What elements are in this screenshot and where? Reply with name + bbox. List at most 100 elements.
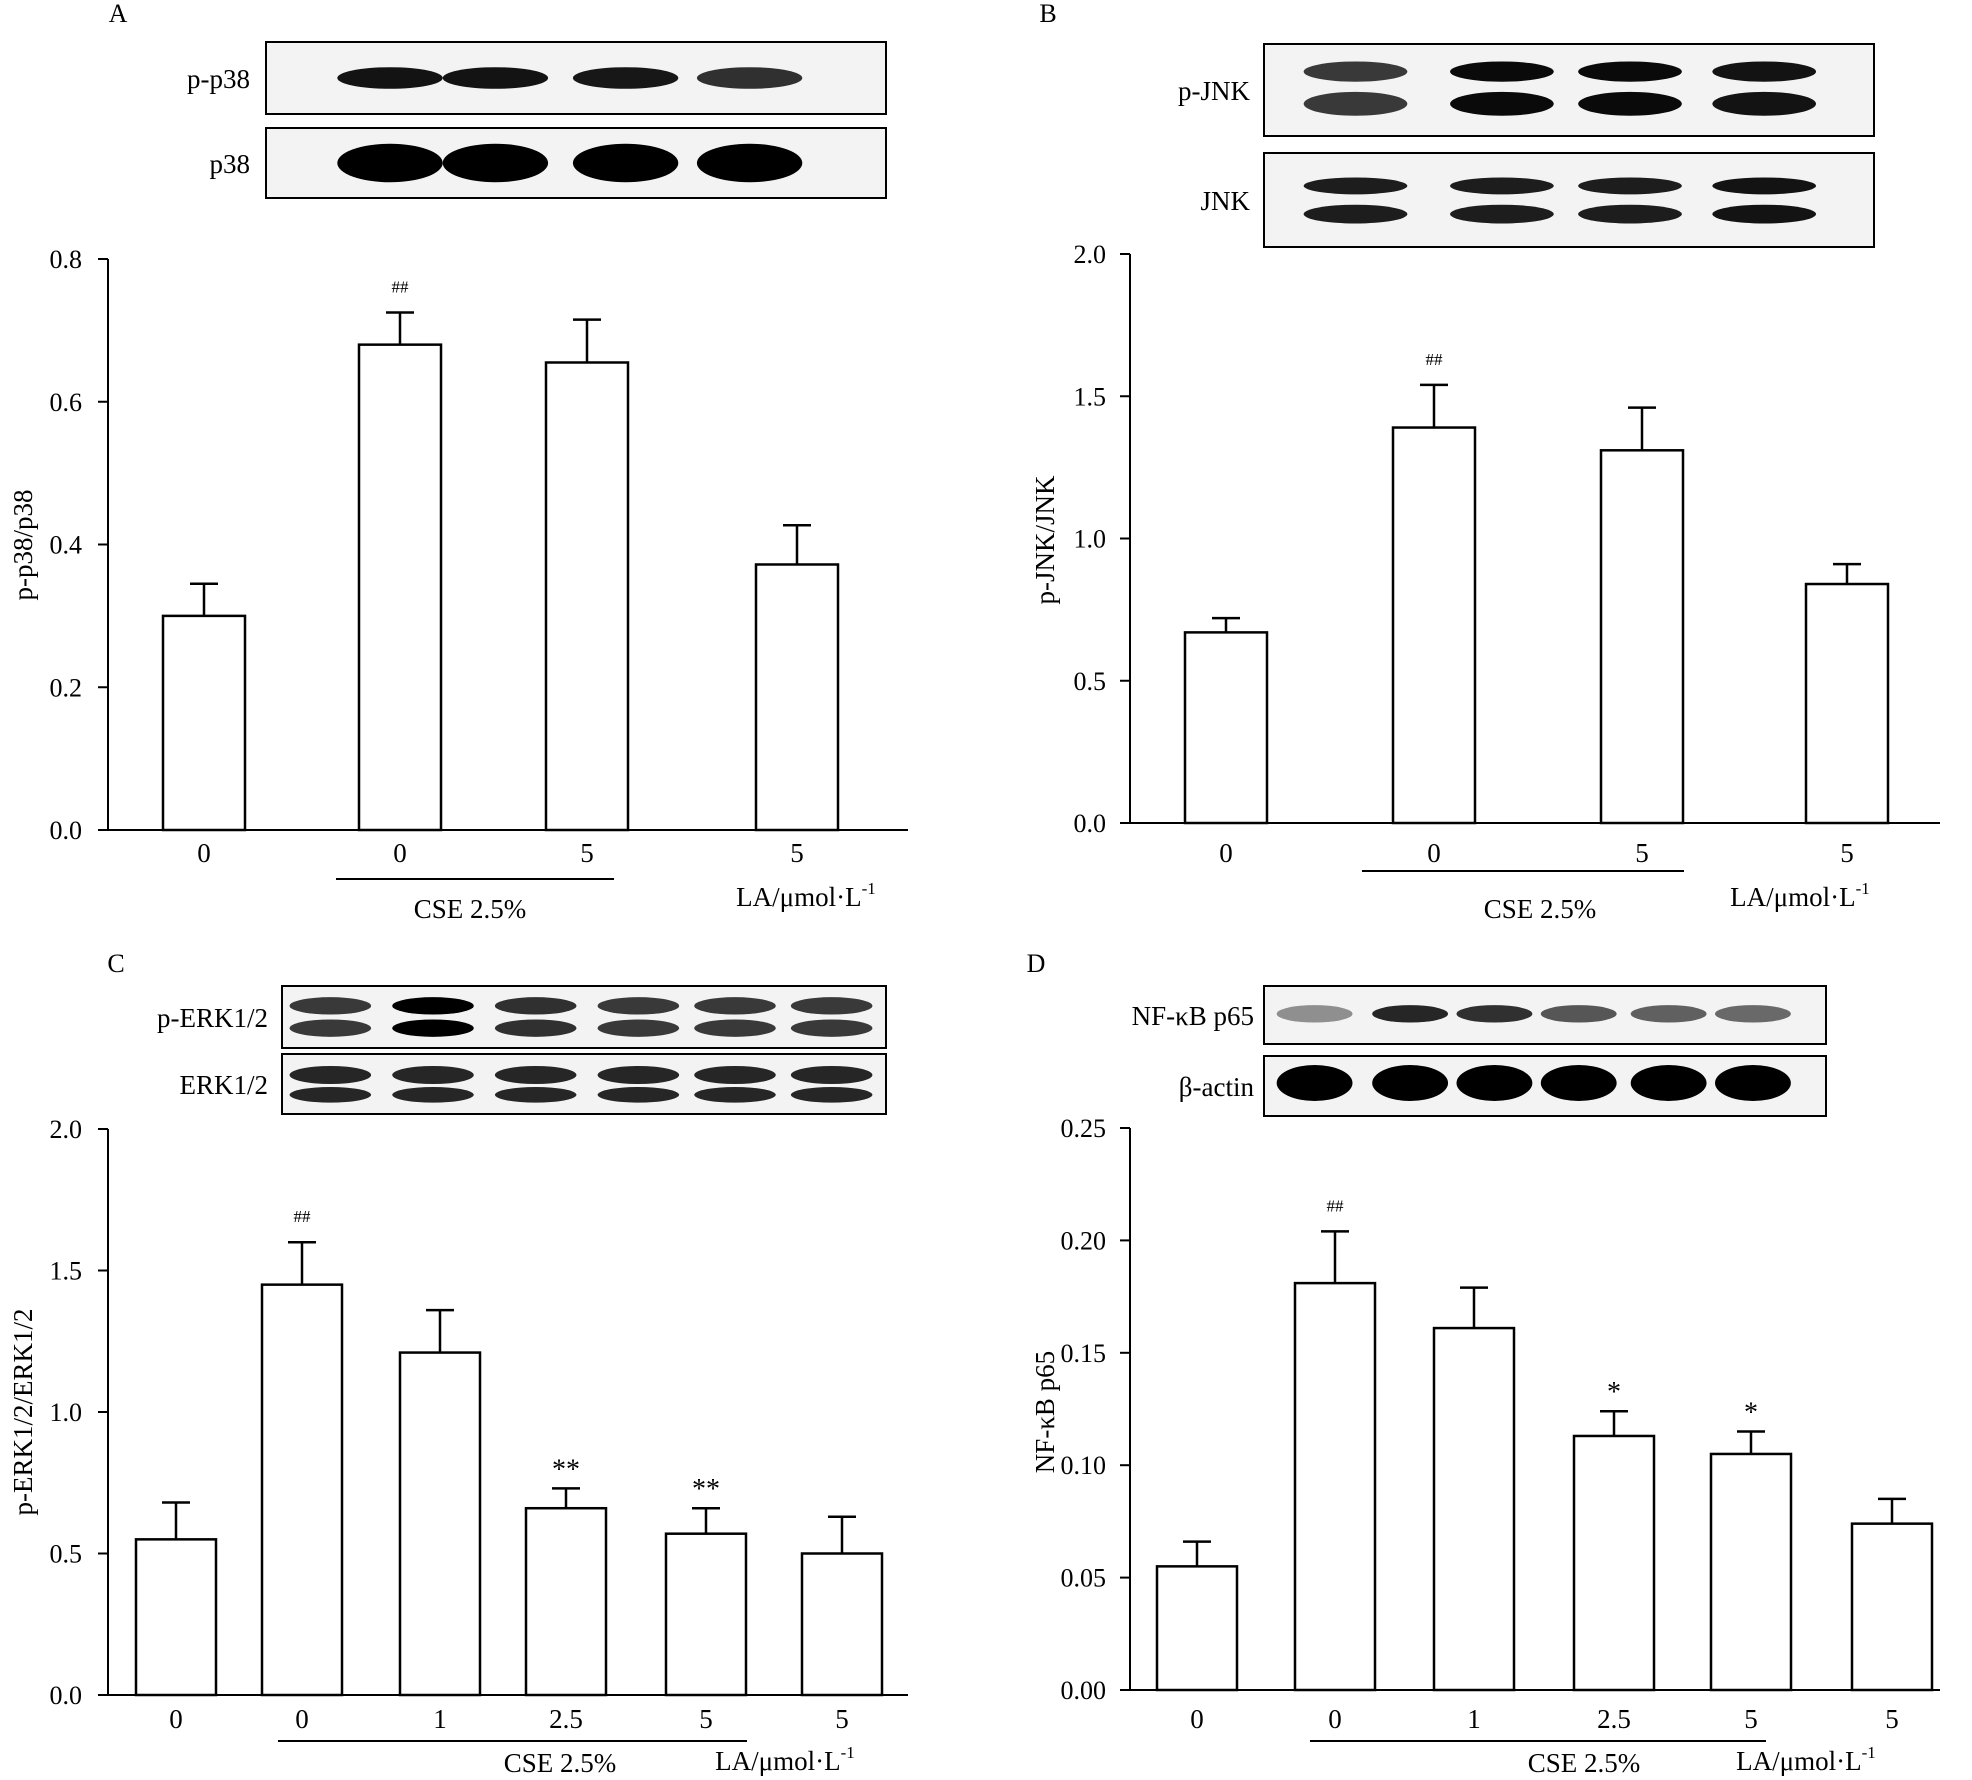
blot-label: ERK1/2 [179,1070,268,1100]
blot-band [289,1066,372,1084]
y-tick-label: 0.4 [50,531,83,560]
bar [800,1552,884,1697]
x-tick-label: 5 [1635,838,1649,868]
y-tick-label: 0.2 [50,673,83,702]
blot-band [597,997,680,1015]
blot-band [1276,1065,1353,1101]
x-tick-label: 5 [1840,838,1854,868]
y-tick-label: 0.0 [50,816,83,845]
blot-band [1456,1065,1533,1101]
x-unit-exponent: -1 [1862,1743,1876,1762]
blot-label: p-JNK [1178,76,1250,106]
y-axis-label: p-ERK1/2/ERK1/2 [8,1309,38,1516]
blot-band [1578,204,1682,224]
blot-band [790,1087,873,1103]
y-axis-label: NF-κB p65 [1030,1351,1060,1473]
blot-band [694,997,776,1015]
blot-band [1630,1005,1707,1023]
blot-band [494,997,577,1015]
blot-band [494,1066,577,1084]
blot-strip: p-JNK [1178,43,1875,137]
blot-band [1450,91,1554,116]
blot-band [289,997,372,1015]
blot-band [1450,61,1554,82]
bar [524,1506,608,1697]
x-tick-label: 0 [1219,838,1233,868]
x-unit-label: LA/μmol·L-1 [715,1743,855,1776]
x-tick-label: 5 [790,838,804,868]
x-tick-label: 0 [1427,838,1441,868]
blot-band [696,143,803,183]
blot-band [1372,1005,1449,1023]
bar [1850,1522,1934,1692]
blot-band [1303,177,1408,195]
bar [134,1538,218,1697]
bar [1391,426,1477,825]
y-tick-label: 0.20 [1061,1226,1107,1255]
x-unit-exponent: -1 [841,1743,855,1762]
blot-band [1712,91,1817,116]
x-tick-label: 5 [580,838,594,868]
significance-marker: ## [1426,350,1444,369]
bar [1599,449,1685,825]
significance-marker: ## [294,1207,312,1226]
bar [260,1283,344,1697]
blot-band [1715,1065,1791,1101]
blot-band [1578,177,1682,195]
blot-band [1303,91,1408,116]
bar [754,563,840,832]
blot-frame [1263,43,1875,137]
blot-band [1578,61,1682,82]
blot-band [694,1087,776,1103]
blot-band [790,1066,873,1084]
y-tick-label: 0.8 [50,245,83,274]
blot-strip: p-p38 [187,41,887,115]
blot-label: p38 [210,149,251,179]
blot-band [442,67,549,89]
blot-frame [281,985,887,1049]
significance-marker: ## [1327,1196,1345,1215]
y-tick-label: 1.0 [50,1398,83,1427]
blot-frame [281,1053,887,1115]
blot-band [1712,61,1817,82]
blot-strip: ERK1/2 [179,1053,887,1115]
blot-band [1276,1005,1353,1023]
x-tick-label: 1 [1467,1704,1481,1734]
blot-strip: p-ERK1/2 [157,985,887,1049]
blot-label: p-p38 [187,64,250,94]
blot-band [1578,91,1682,116]
y-tick-label: 1.5 [1074,382,1107,411]
blot-label: p-ERK1/2 [157,1003,268,1033]
x-tick-label: 5 [1744,1704,1758,1734]
group-label: CSE 2.5% [504,1748,617,1778]
x-tick-label: 1 [433,1704,447,1734]
y-tick-label: 0.25 [1061,1114,1107,1143]
bar [161,614,247,832]
bar [1293,1281,1377,1692]
blot-band [790,997,873,1015]
blot-band [790,1019,873,1037]
y-axis-label: p-p38/p38 [8,490,38,601]
x-tick-label: 0 [197,838,211,868]
blot-band [696,67,803,89]
y-tick-label: 0.6 [50,388,83,417]
y-tick-label: 0.05 [1061,1564,1107,1593]
blot-band [1540,1065,1617,1101]
blot-band [1303,204,1408,224]
x-tick-label: 2.5 [549,1704,583,1734]
x-tick-label: 0 [1328,1704,1342,1734]
panel-letter: D [1027,949,1046,978]
panel-a: Ap-p38 p38 0.0 0.2 0.4 0.6 0.8 p-p38/p38 0 ## 0 5 5 C… [8,0,908,924]
blot-band [494,1087,577,1103]
x-tick-label: 5 [835,1704,849,1734]
x-unit-exponent: -1 [862,879,876,898]
significance-marker: * [1607,1377,1621,1408]
x-tick-label: 0 [1190,1704,1204,1734]
blot-band [494,1019,577,1037]
blot-band [442,143,549,183]
blot-strip: JNK [1200,152,1875,248]
bar [357,343,443,832]
blot-band [337,143,443,183]
bar [1804,582,1890,825]
